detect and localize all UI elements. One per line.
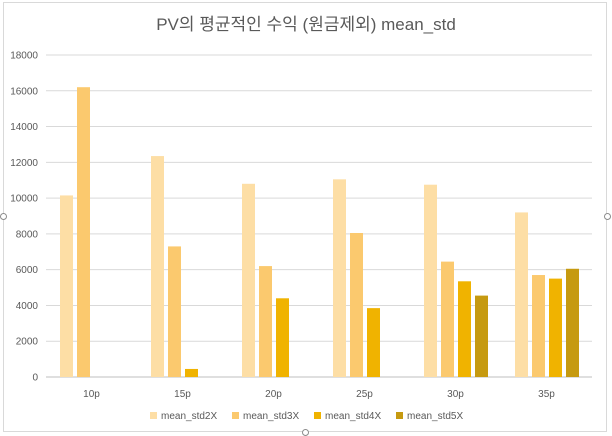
resize-handle-left[interactable] bbox=[0, 213, 7, 220]
y-tick-label: 6000 bbox=[16, 265, 39, 276]
x-tick-label: 25p bbox=[356, 389, 373, 400]
bar-mean_std5X-35p[interactable] bbox=[566, 268, 579, 377]
chart-title: PV의 평균적인 수익 (원금제외) mean_std bbox=[156, 15, 456, 34]
bar-mean_std4X-30p[interactable] bbox=[458, 281, 471, 377]
y-tick-label: 18000 bbox=[10, 51, 38, 62]
bar-mean_std2X-35p[interactable] bbox=[515, 212, 528, 377]
bar-mean_std5X-30p[interactable] bbox=[475, 295, 488, 377]
bar-mean_std3X-30p[interactable] bbox=[441, 261, 454, 377]
bar-mean_std4X-15p[interactable] bbox=[185, 368, 198, 377]
bar-mean_std4X-20p[interactable] bbox=[276, 298, 289, 377]
bar-mean_std2X-15p[interactable] bbox=[151, 156, 164, 377]
bar-mean_std3X-10p[interactable] bbox=[77, 87, 90, 377]
legend-swatch-mean_std2X bbox=[150, 412, 157, 419]
bar-mean_std4X-35p[interactable] bbox=[549, 278, 562, 377]
bar-mean_std3X-25p[interactable] bbox=[350, 232, 363, 377]
legend-label-mean_std3X: mean_std3X bbox=[243, 411, 299, 422]
gridlines bbox=[46, 54, 592, 378]
chart-area[interactable] bbox=[3, 2, 607, 432]
y-tick-label: 14000 bbox=[10, 122, 38, 133]
legend-label-mean_std4X: mean_std4X bbox=[325, 411, 381, 422]
y-tick-label: 12000 bbox=[10, 158, 38, 169]
x-tick-label: 10p bbox=[83, 389, 100, 400]
x-tick-label: 15p bbox=[174, 389, 191, 400]
bar-mean_std3X-20p[interactable] bbox=[259, 266, 272, 377]
y-tick-label: 2000 bbox=[16, 337, 39, 348]
bar-mean_std4X-25p[interactable] bbox=[367, 308, 380, 377]
legend-swatch-mean_std4X bbox=[314, 412, 321, 419]
bar-mean_std3X-35p[interactable] bbox=[532, 275, 545, 377]
bar-mean_std2X-25p[interactable] bbox=[333, 179, 346, 377]
y-tick-label: 8000 bbox=[16, 229, 39, 240]
y-tick-label: 16000 bbox=[10, 86, 38, 97]
x-tick-label: 35p bbox=[538, 389, 555, 400]
x-tick-label: 20p bbox=[265, 389, 282, 400]
y-axis-ticks: 0 2000 4000 6000 8000 10000 12000 14000 16000 180… bbox=[10, 51, 38, 384]
y-tick-label: 0 bbox=[32, 373, 38, 384]
resize-handle-right[interactable] bbox=[604, 213, 611, 220]
legend-label-mean_std5X: mean_std5X bbox=[407, 411, 463, 422]
bars bbox=[60, 87, 579, 377]
y-tick-label: 4000 bbox=[16, 301, 39, 312]
y-tick-label: 10000 bbox=[10, 194, 38, 205]
legend: mean_std2X mean_std3X mean_std4X mean_std5X bbox=[150, 411, 463, 422]
bar-mean_std3X-15p[interactable] bbox=[168, 246, 181, 377]
bar-mean_std2X-30p[interactable] bbox=[424, 184, 437, 377]
legend-label-mean_std2X: mean_std2X bbox=[161, 411, 217, 422]
bar-mean_std2X-20p[interactable] bbox=[242, 183, 255, 377]
legend-swatch-mean_std5X bbox=[396, 412, 403, 419]
bar-mean_std2X-10p[interactable] bbox=[60, 195, 73, 377]
x-tick-label: 30p bbox=[447, 389, 464, 400]
legend-swatch-mean_std3X bbox=[232, 412, 239, 419]
x-axis-ticks: 10p 15p 20p 25p 30p 35p bbox=[83, 389, 555, 400]
